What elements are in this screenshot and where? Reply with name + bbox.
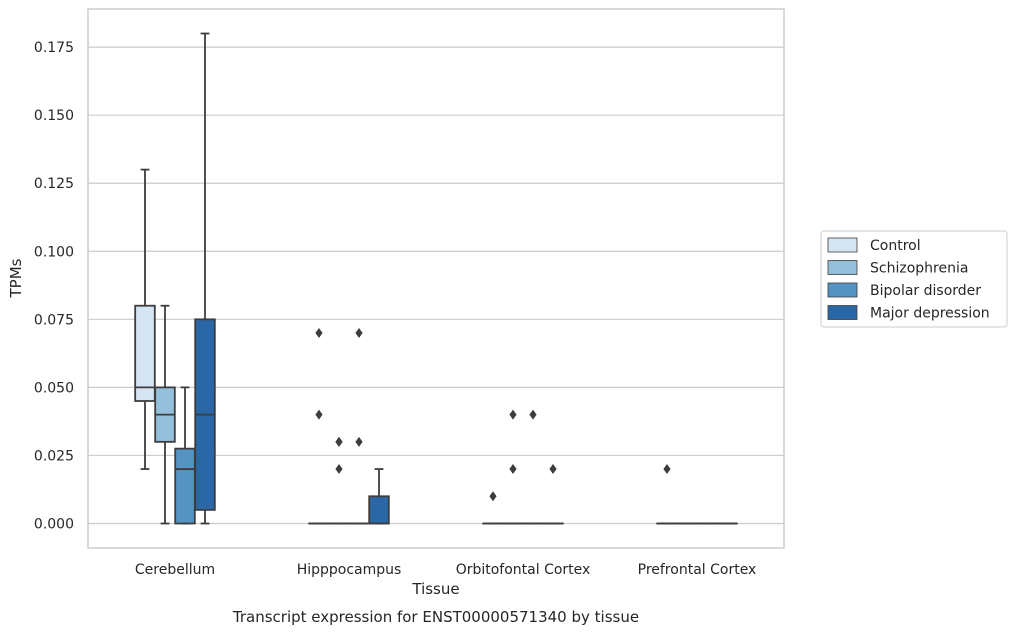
outlier-point [663,464,671,475]
legend-label: Control [870,238,921,254]
y-tick-label: 0.175 [34,40,74,56]
x-tick-label: Hipppocampus [297,562,402,578]
plot-frame [87,8,785,549]
y-tick-label: 0.100 [34,244,74,260]
y-tick-label: 0.150 [34,108,74,124]
y-tick-label: 0.025 [34,448,74,464]
x-tick-label: Orbitofontal Cortex [456,562,591,578]
x-tick-label: Prefrontal Cortex [638,562,757,578]
legend-label: Major depression [870,306,990,322]
y-tick-label: 0.050 [34,380,74,396]
box-control [134,168,156,470]
legend-label: Bipolar disorder [870,283,981,299]
outlier-point [549,464,557,475]
y-axis-label: TPMs [7,258,25,298]
y-tick-label: 0.075 [34,312,74,328]
box-schizophrenia [154,304,176,525]
legend-frame [820,230,1008,328]
x-tick-labels: Cerebellum Hipppocampus Orbitofontal Corte… [135,562,756,578]
outlier-point [355,436,363,447]
outlier-point [509,409,517,420]
outlier-point [315,409,323,420]
box-major-depression [194,32,216,525]
iqr-box [174,447,196,525]
box-schizophrenia [502,409,524,525]
outlier-point [335,436,343,447]
box-major-depression [368,468,390,525]
outlier-point [489,491,497,502]
iqr-box [368,495,390,525]
outlier-point [509,464,517,475]
legend-swatch [827,305,858,320]
y-tick-label: 0.000 [34,517,74,533]
outlier-point [355,327,363,338]
x-tick-label: Cerebellum [135,562,215,578]
legend: Control Schizophrenia Bipolar disorder Majo… [820,230,1008,328]
legend-swatch [827,237,858,253]
box-bipolar-disorder [522,409,544,525]
iqr-box [134,304,156,402]
box-control [482,491,504,525]
y-tick-labels: 0.000 0.025 0.050 0.075 0.100 0.125 0.150 0.175 [34,40,74,532]
y-tick-label: 0.125 [34,176,74,192]
chart-caption: Transcript expression for ENST0000057134… [232,608,639,626]
outlier-point [529,409,537,420]
x-axis-label: Tissue [411,580,459,598]
box-schizophrenia [328,436,350,525]
box-major-depression [542,464,564,525]
outlier-point [335,464,343,475]
legend-label: Schizophrenia [870,261,968,277]
outlier-point [315,327,323,338]
box-plots [134,32,738,525]
legend-swatch [827,260,858,275]
legend-swatch [827,282,858,298]
